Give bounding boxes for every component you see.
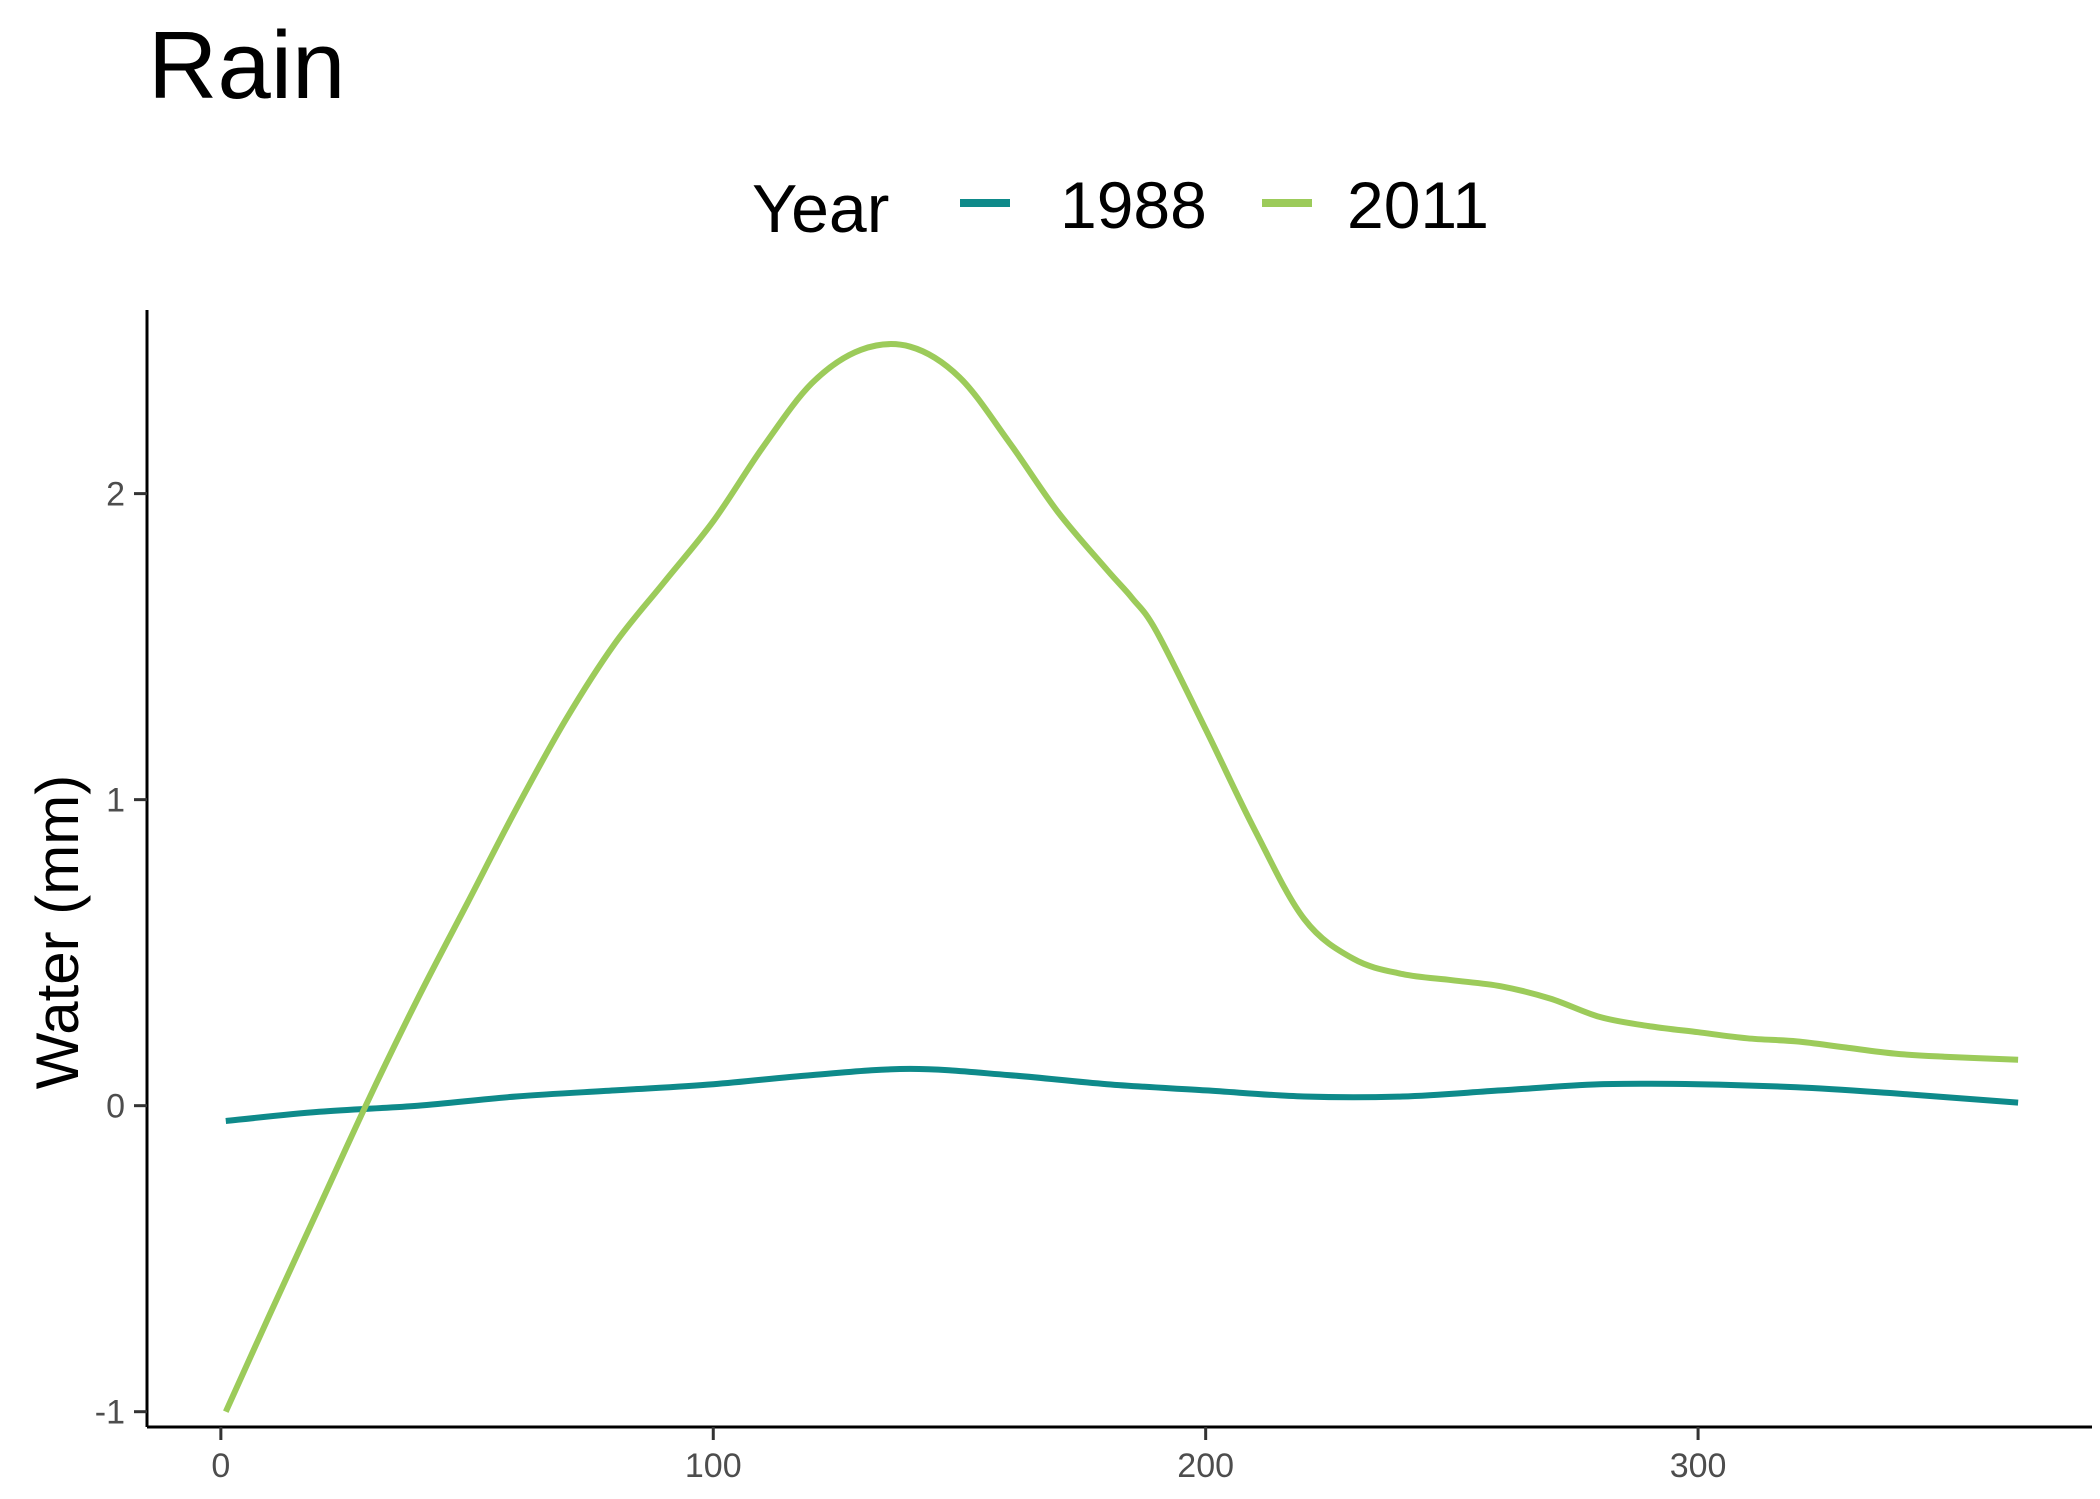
y-tick-label-0: 0	[106, 1088, 125, 1126]
y-tick-label--1: -1	[95, 1394, 125, 1432]
series-line-2011	[223, 341, 2019, 1413]
legend-title: Year	[752, 171, 889, 247]
legend-label-2011: 2011	[1347, 168, 1489, 242]
x-tick-label-0: 0	[211, 1447, 230, 1485]
y-tick-label-2: 2	[106, 476, 125, 514]
x-tick-label-200: 200	[1177, 1447, 1234, 1485]
chart-title: Rain	[148, 12, 345, 119]
y-axis-title: Water (mm)	[24, 775, 91, 1089]
series-line-1988	[225, 1065, 2019, 1124]
legend: Year 1988 2011	[752, 168, 1489, 247]
x-tick-label-300: 300	[1670, 1447, 1727, 1485]
plot-area: 0 100 200 300 -1 0 1 2	[95, 310, 2092, 1485]
legend-label-1988: 1988	[1060, 168, 1207, 242]
y-tick-label-1: 1	[106, 782, 125, 820]
x-tick-label-100: 100	[685, 1447, 742, 1485]
